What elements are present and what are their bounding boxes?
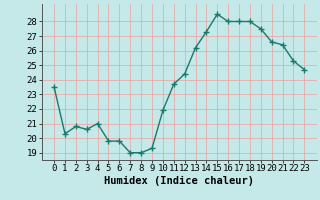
X-axis label: Humidex (Indice chaleur): Humidex (Indice chaleur)	[104, 176, 254, 186]
